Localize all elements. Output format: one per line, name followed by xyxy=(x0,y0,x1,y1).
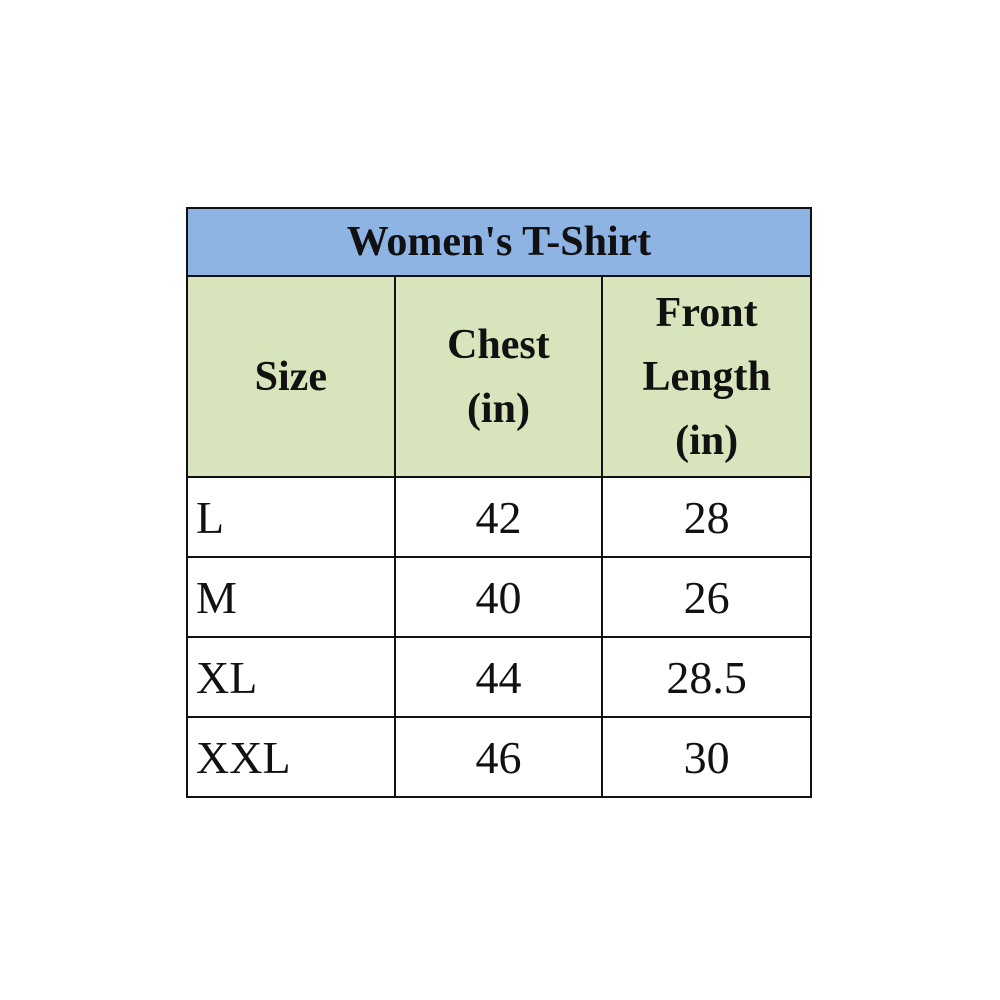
size-cell: XXL xyxy=(186,716,396,798)
header-chest-line1: Chest xyxy=(447,321,550,368)
table-row: L 42 28 xyxy=(186,476,812,558)
front-length-cell: 28.5 xyxy=(601,636,812,718)
front-length-cell: 28 xyxy=(601,476,812,558)
table-title: Women's T-Shirt xyxy=(186,207,812,277)
header-size-label: Size xyxy=(254,353,327,400)
chest-cell: 40 xyxy=(393,556,604,638)
size-cell: M xyxy=(186,556,396,638)
size-cell: L xyxy=(186,476,396,558)
chest-cell: 42 xyxy=(393,476,604,558)
title-row: Women's T-Shirt xyxy=(186,207,812,277)
header-row: Size Chest (in) Front Length (in) xyxy=(186,275,812,478)
header-front-length-line2: Length xyxy=(642,353,771,400)
front-length-cell: 30 xyxy=(601,716,812,798)
table-row: XXL 46 30 xyxy=(186,716,812,798)
header-front-length: Front Length (in) xyxy=(601,275,812,478)
chest-cell: 44 xyxy=(393,636,604,718)
header-size: Size xyxy=(186,275,396,478)
front-length-cell: 26 xyxy=(601,556,812,638)
table-row: M 40 26 xyxy=(186,556,812,638)
header-front-length-line1: Front xyxy=(655,289,758,336)
chest-cell: 46 xyxy=(393,716,604,798)
size-cell: XL xyxy=(186,636,396,718)
header-front-length-line3: (in) xyxy=(675,417,739,464)
size-chart-table: Women's T-Shirt Size Chest (in) Front Le… xyxy=(186,207,812,798)
header-chest: Chest (in) xyxy=(393,275,604,478)
header-chest-line2: (in) xyxy=(466,385,530,432)
table-row: XL 44 28.5 xyxy=(186,636,812,718)
